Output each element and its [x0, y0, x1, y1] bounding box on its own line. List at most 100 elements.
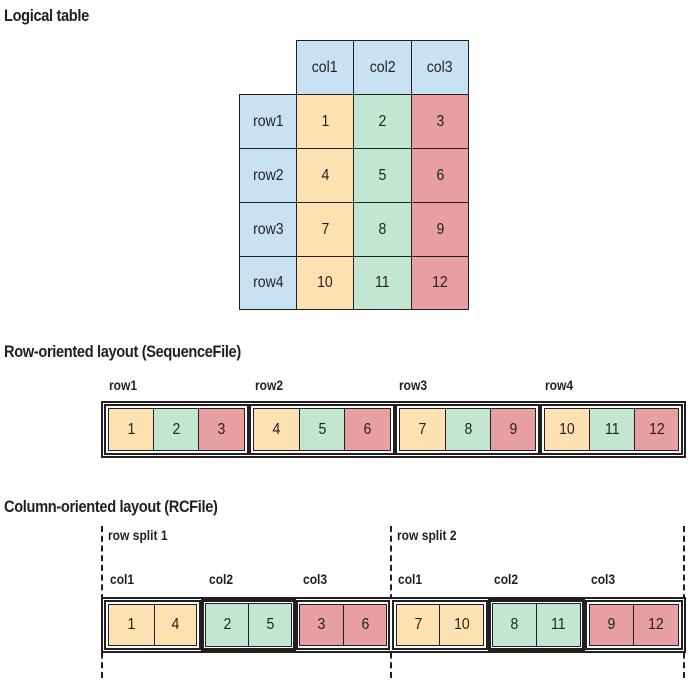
row-header-label: row1 [252, 112, 284, 130]
column-header: col3 [411, 40, 469, 95]
column-cell: 6 [343, 604, 387, 646]
cell-value: 8 [464, 420, 472, 438]
row-header-label: row4 [252, 274, 284, 291]
column-cell: 8 [492, 603, 537, 647]
row-cell: 9 [490, 408, 536, 451]
cell-value: 6 [436, 166, 444, 184]
column-chunk-label: col2 [209, 571, 234, 587]
cell-value: 12 [432, 274, 448, 291]
column-chunk-label: col1 [110, 571, 135, 587]
column-cell: 7 [396, 604, 440, 646]
row-header-label: row3 [252, 220, 284, 238]
cell-value: 11 [604, 420, 620, 438]
cell-value: 7 [321, 220, 329, 238]
column-header-label: col2 [369, 58, 396, 76]
cell-value: 2 [172, 420, 180, 438]
cell-value: 3 [317, 616, 326, 633]
column-cell: 2 [205, 603, 249, 647]
column-header-label: col3 [427, 58, 453, 76]
cell-value: 1 [127, 420, 135, 438]
table-cell: 2 [353, 94, 412, 149]
table-cell: 4 [296, 148, 354, 203]
column-cell: 1 [108, 604, 155, 646]
cell-value: 7 [414, 616, 422, 633]
table-cell: 12 [411, 256, 469, 310]
column-cell: 10 [439, 604, 484, 646]
row-cell: 11 [589, 408, 635, 451]
cell-value: 4 [321, 166, 329, 184]
row-cell: 3 [198, 408, 245, 451]
cell-value: 4 [171, 616, 180, 633]
cell-value: 10 [317, 274, 333, 291]
table-cell: 9 [411, 202, 469, 257]
row-cell: 12 [634, 408, 679, 451]
cell-value: 1 [321, 112, 329, 130]
cell-value: 12 [648, 420, 665, 438]
row-cell: 4 [253, 408, 300, 451]
column-cell: 4 [154, 604, 197, 646]
row-group-label: row3 [399, 377, 428, 393]
cell-value: 3 [436, 112, 444, 130]
column-cell: 3 [299, 604, 344, 646]
cell-value: 11 [375, 274, 390, 291]
cell-value: 11 [551, 616, 566, 633]
cell-value: 5 [378, 166, 387, 184]
table-cell: 1 [296, 94, 354, 149]
cell-value: 5 [266, 616, 274, 633]
table-cell: 7 [296, 202, 354, 257]
column-cell: 9 [589, 604, 634, 646]
cell-value: 9 [607, 616, 616, 633]
row-group-label: row4 [545, 377, 574, 393]
column-header-label: col1 [312, 58, 338, 76]
cell-value: 10 [453, 616, 470, 633]
cell-value: 9 [436, 220, 444, 238]
column-header: col2 [353, 40, 412, 95]
table-cell: 11 [353, 256, 412, 310]
cell-value: 10 [559, 420, 575, 438]
row-split-label: row split 1 [108, 527, 168, 543]
column-header: col1 [296, 40, 354, 95]
column-chunk-label: col2 [494, 571, 519, 587]
row-group-label: row1 [109, 377, 138, 393]
column-layout-title: Column-oriented layout (RCFile) [4, 497, 218, 516]
cell-value: 8 [378, 220, 387, 238]
cell-value: 2 [223, 616, 231, 633]
table-cell: 3 [411, 94, 469, 149]
row-split-label: row split 2 [397, 527, 457, 543]
row-cell: 2 [153, 408, 199, 451]
cell-value: 3 [217, 420, 226, 438]
column-cell: 5 [248, 603, 292, 647]
cell-value: 8 [510, 616, 519, 633]
table-cell: 6 [411, 148, 469, 203]
row-cell: 10 [544, 408, 590, 451]
cell-value: 12 [648, 616, 664, 633]
table-cell: 10 [296, 256, 354, 310]
column-chunk-label: col3 [303, 571, 328, 587]
column-chunk-label: col3 [591, 571, 616, 587]
row-cell: 1 [108, 408, 154, 451]
table-cell: 5 [353, 148, 412, 203]
row-header-label: row2 [252, 166, 284, 184]
row-header: row4 [239, 256, 297, 310]
cell-value: 6 [361, 616, 369, 633]
row-cell: 8 [445, 408, 491, 451]
row-cell: 7 [399, 408, 446, 451]
cell-value: 4 [272, 420, 281, 438]
row-cell: 6 [344, 408, 391, 451]
row-header: row2 [239, 148, 297, 203]
column-cell: 12 [633, 604, 679, 646]
row-header: row3 [239, 202, 297, 257]
column-cell: 11 [536, 603, 581, 647]
cell-value: 6 [363, 420, 372, 438]
logical-table-title: Logical table [4, 6, 89, 25]
table-cell: 8 [353, 202, 412, 257]
column-chunk-label: col1 [398, 571, 423, 587]
row-cell: 5 [299, 408, 345, 451]
cell-value: 9 [509, 420, 517, 438]
cell-value: 7 [418, 420, 427, 438]
row-header: row1 [239, 94, 297, 149]
row-group-label: row2 [255, 377, 284, 393]
row-layout-title: Row-oriented layout (SequenceFile) [4, 342, 241, 361]
cell-value: 5 [318, 420, 326, 438]
cell-value: 2 [378, 112, 387, 130]
